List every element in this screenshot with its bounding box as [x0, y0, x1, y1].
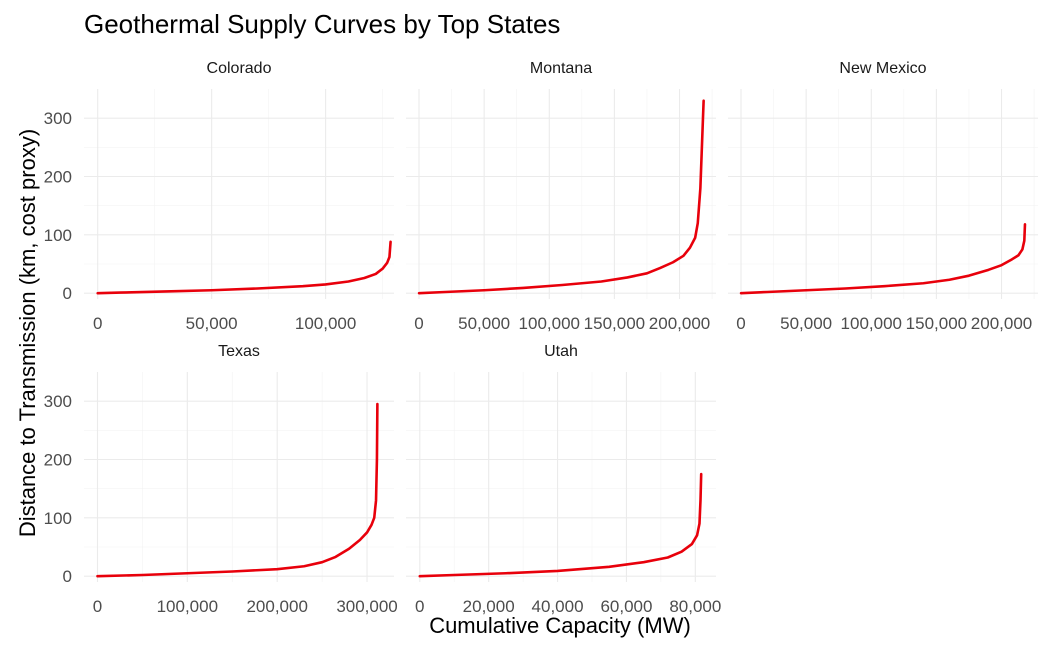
x-tick-label: 150,000 — [906, 314, 967, 333]
supply-curve-line — [739, 223, 1027, 295]
x-tick-label: 300,000 — [336, 597, 397, 616]
supply-curve-line — [96, 402, 379, 578]
panel-new-mexico: New Mexico 0 50,000 100,000 150,000 200,000 — [728, 60, 1038, 333]
x-tick-label: 150,000 — [584, 314, 645, 333]
x-tick-label: 0 — [736, 314, 745, 333]
x-tick-label: 0 — [93, 314, 102, 333]
panel-colorado: Colorado 0 50,000 100,000 0 100 200 300 — [44, 60, 394, 333]
x-tick-label: 0 — [415, 597, 424, 616]
x-tick-label: 0 — [93, 597, 102, 616]
chart-title: Geothermal Supply Curves by Top States — [84, 9, 560, 39]
panel-montana: Montana 0 50,000 100,000 150,000 200,000 — [406, 60, 716, 333]
x-tick-label: 50,000 — [458, 314, 510, 333]
panel-utah: Utah 0 20,000 40,000 60,000 80,000 — [406, 343, 721, 616]
y-tick-label: 200 — [44, 451, 72, 470]
panel-strip-label: New Mexico — [839, 60, 926, 77]
panels-layer: Colorado 0 50,000 100,000 0 100 200 300 Montana 0… — [44, 60, 1038, 616]
x-tick-label: 200,000 — [971, 314, 1032, 333]
panel-strip-label: Utah — [544, 343, 578, 360]
x-tick-label: 50,000 — [780, 314, 832, 333]
x-tick-label: 60,000 — [600, 597, 652, 616]
x-tick-label: 100,000 — [157, 597, 218, 616]
x-tick-label: 100,000 — [519, 314, 580, 333]
x-tick-label: 40,000 — [532, 597, 584, 616]
panel-strip-label: Texas — [218, 343, 260, 360]
y-tick-label: 0 — [63, 284, 72, 303]
x-tick-label: 0 — [414, 314, 423, 333]
supply-curve-line — [96, 240, 392, 295]
y-axis-title: Distance to Transmission (km, cost proxy… — [15, 129, 40, 537]
x-tick-label: 100,000 — [841, 314, 902, 333]
y-tick-label: 100 — [44, 509, 72, 528]
x-tick-label: 200,000 — [649, 314, 710, 333]
x-tick-label: 200,000 — [246, 597, 307, 616]
x-axis-title: Cumulative Capacity (MW) — [429, 613, 691, 638]
supply-curve-line — [417, 99, 705, 295]
y-tick-label: 0 — [63, 567, 72, 586]
x-tick-label: 100,000 — [295, 314, 356, 333]
panel-texas: Texas 0 100,000 200,000 300,000 0 100 200 300 — [44, 343, 398, 616]
x-tick-label: 50,000 — [186, 314, 238, 333]
supply-curve-line — [418, 472, 703, 578]
y-tick-label: 200 — [44, 168, 72, 187]
panel-strip-label: Colorado — [207, 60, 272, 77]
y-tick-label: 100 — [44, 226, 72, 245]
panel-strip-label: Montana — [530, 60, 592, 77]
x-tick-label: 80,000 — [669, 597, 721, 616]
y-tick-label: 300 — [44, 392, 72, 411]
y-tick-label: 300 — [44, 109, 72, 128]
x-tick-label: 20,000 — [463, 597, 515, 616]
